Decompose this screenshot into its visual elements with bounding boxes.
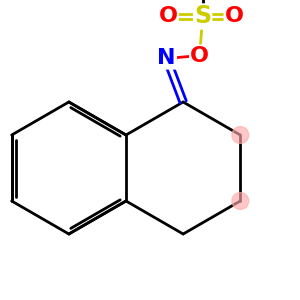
Text: O: O: [190, 46, 209, 65]
Circle shape: [232, 127, 249, 143]
Text: O: O: [225, 7, 244, 26]
Text: S: S: [194, 4, 211, 28]
Text: N: N: [158, 49, 176, 68]
Circle shape: [232, 193, 249, 209]
Text: O: O: [159, 7, 178, 26]
